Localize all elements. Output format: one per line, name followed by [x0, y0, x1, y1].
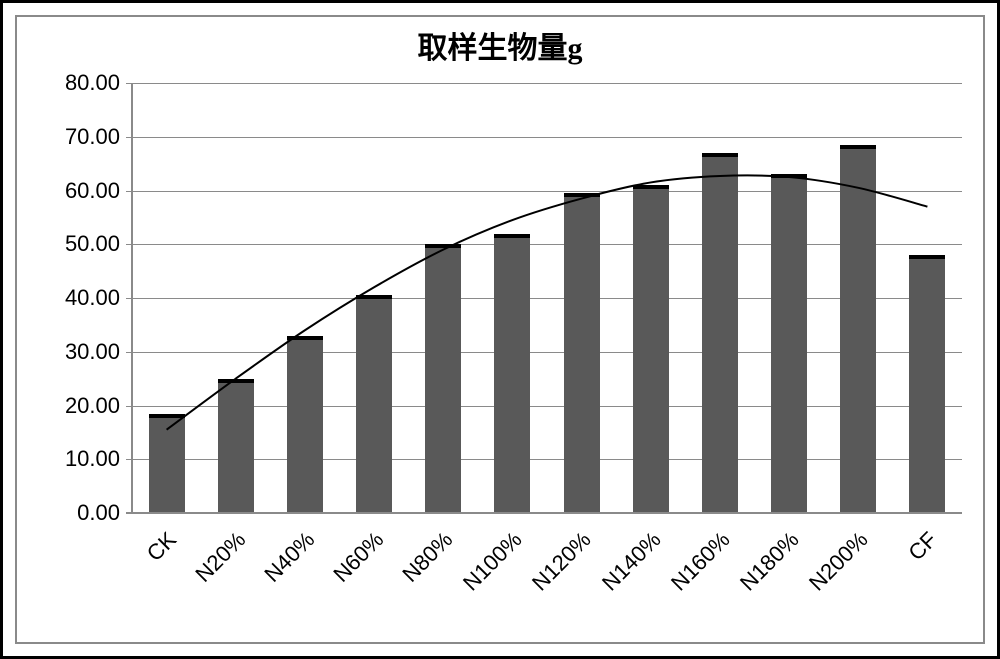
x-tick-label: N80% — [398, 527, 459, 588]
plot-area: CKN20%N40%N60%N80%N100%N120%N140%N160%N1… — [132, 83, 962, 513]
bar-top-shade — [840, 145, 876, 149]
y-tick-label: 50.00 — [65, 231, 132, 257]
bar — [771, 174, 807, 513]
bar — [564, 193, 600, 513]
figure-outer: 取样生物量g CKN20%N40%N60%N80%N100%N120%N140%… — [0, 0, 1000, 659]
y-tick-label: 60.00 — [65, 178, 132, 204]
bar — [840, 145, 876, 513]
bar-top-shade — [356, 295, 392, 299]
bar-top-shade — [633, 185, 669, 189]
bar — [633, 185, 669, 513]
x-tick-label: N200% — [804, 527, 873, 596]
x-tick-label: N180% — [735, 527, 804, 596]
bar — [218, 379, 254, 513]
chart-panel: 取样生物量g CKN20%N40%N60%N80%N100%N120%N140%… — [15, 15, 985, 644]
bar-top-shade — [771, 174, 807, 178]
x-tick-label: N40% — [259, 527, 320, 588]
y-tick-label: 80.00 — [65, 70, 132, 96]
bars-layer — [132, 83, 962, 513]
x-tick-label: N100% — [458, 527, 527, 596]
bar — [425, 244, 461, 513]
y-tick-label: 40.00 — [65, 285, 132, 311]
y-tick-label: 30.00 — [65, 339, 132, 365]
bar — [356, 295, 392, 513]
bar-top-shade — [218, 379, 254, 383]
y-tick-label: 0.00 — [77, 500, 132, 526]
x-tick-label: N120% — [527, 527, 596, 596]
x-tick-label: N60% — [329, 527, 390, 588]
bar-top-shade — [149, 414, 185, 418]
bar — [702, 153, 738, 513]
bar — [287, 336, 323, 513]
bar-top-shade — [287, 336, 323, 340]
y-tick-label: 70.00 — [65, 124, 132, 150]
bar-top-shade — [564, 193, 600, 197]
bar — [149, 414, 185, 513]
y-tick-label: 10.00 — [65, 446, 132, 472]
bar-top-shade — [702, 153, 738, 157]
bar — [909, 255, 945, 513]
x-tick-label: CK — [142, 527, 182, 567]
bar-top-shade — [909, 255, 945, 259]
y-tick-label: 20.00 — [65, 393, 132, 419]
bar-top-shade — [494, 234, 530, 238]
x-tick-label: CF — [903, 527, 942, 566]
bar-top-shade — [425, 244, 461, 248]
x-tick-label: N20% — [190, 527, 251, 588]
x-tick-label: N160% — [666, 527, 735, 596]
x-axis-baseline — [126, 512, 962, 514]
x-tick-label: N140% — [597, 527, 666, 596]
chart-title: 取样生物量g — [17, 23, 983, 67]
bar — [494, 234, 530, 514]
